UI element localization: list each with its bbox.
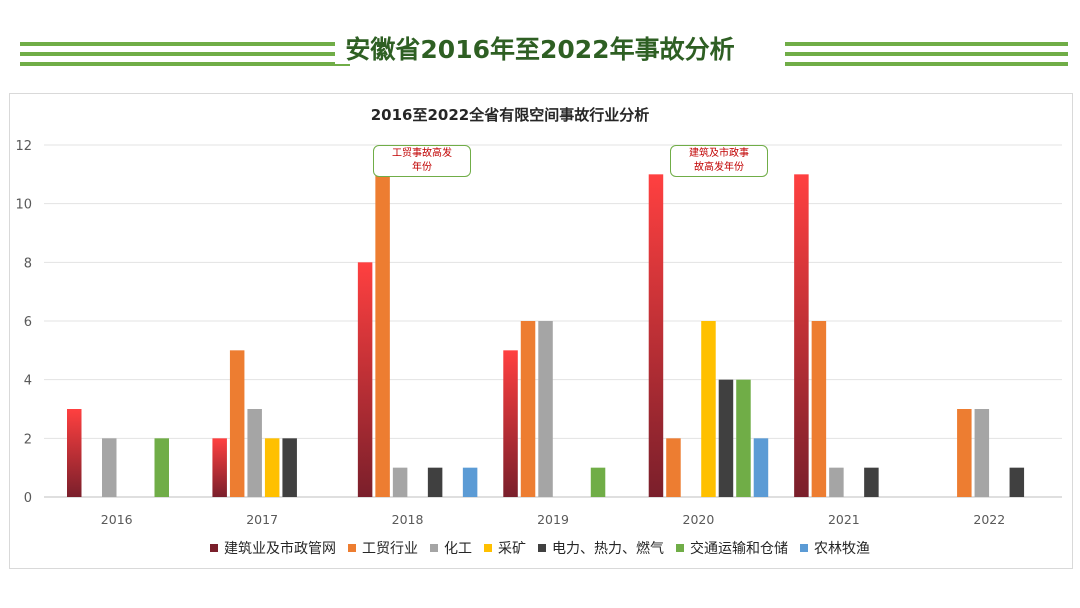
bar-2016-series-0 [67,409,82,497]
bar-2022-series-1 [957,409,972,497]
legend-item: 建筑业及市政管网 [210,538,336,558]
y-tick-label: 0 [24,491,32,506]
legend-swatch [348,544,356,552]
legend-item: 化工 [430,538,472,558]
page-title: 安徽省2016年至2022年事故分析 [0,30,1080,66]
header-stripe [20,62,350,66]
bar-2019-series-5 [590,467,606,497]
header-stripe [785,42,1068,46]
x-tick-label: 2022 [973,512,1005,527]
page-title-text: 安徽省2016年至2022年事故分析 [335,35,745,64]
legend-swatch [430,544,438,552]
bar-2017-series-3 [264,438,280,497]
bar-2018-series-2 [392,467,408,497]
bar-2020-series-5 [736,379,751,497]
bar-2021-series-4 [864,467,879,497]
bar-2020-series-4 [718,379,734,497]
annotation-line: 年份 [412,162,432,173]
chart-title: 2016至2022全省有限空间事故行业分析 [371,106,650,124]
legend-item: 工贸行业 [348,538,418,558]
y-tick-label: 2 [24,432,32,447]
legend-swatch [538,544,546,552]
y-tick-label: 8 [24,256,32,271]
bar-2020-series-3 [701,321,716,497]
bar-2021-series-2 [829,467,844,497]
legend-label: 交通运输和仓储 [690,541,788,557]
bar-2019-series-0 [503,350,518,497]
legend-label: 采矿 [498,541,526,557]
legend-label: 化工 [444,541,472,557]
header-stripe [20,52,350,56]
header-stripe [785,52,1068,56]
header-stripe [20,42,350,46]
chart-legend: 建筑业及市政管网 工贸行业 化工 采矿 电力、热力、燃气 交通运输和仓储 农林牧渔 [0,538,1080,558]
bar-2022-series-2 [974,409,990,497]
legend-label: 电力、热力、燃气 [552,541,664,557]
bar-2022-series-4 [1009,467,1025,497]
bar-2016-series-5 [154,438,169,497]
legend-label: 农林牧渔 [814,541,870,557]
bar-2018-series-0 [357,262,373,497]
bar-2017-series-1 [229,350,245,497]
header-stripe [785,62,1068,66]
annotation-line: 建筑及市政事 [689,148,749,159]
legend-swatch [210,544,218,552]
bar-2019-series-1 [520,321,536,497]
bar-2021-series-0 [794,174,809,498]
bar-2017-series-0 [212,438,227,497]
x-tick-label: 2017 [246,512,278,527]
bar-2020-series-1 [666,438,681,497]
bar-2020-series-6 [753,438,769,497]
y-tick-label: 6 [24,315,32,330]
page-header: 安徽省2016年至2022年事故分析 [0,0,1080,90]
annotation-construction-peak: 建筑及市政事 故高发年份 [670,145,768,177]
legend-swatch [484,544,492,552]
bar-2021-series-1 [811,321,827,497]
x-tick-label: 2016 [101,512,133,527]
x-tick-label: 2020 [683,512,715,527]
legend-label: 建筑业及市政管网 [224,541,336,557]
bar-2018-series-4 [427,467,443,497]
y-tick-label: 10 [15,198,32,213]
legend-item: 采矿 [484,538,526,558]
annotation-line: 故高发年份 [694,162,744,173]
legend-swatch [800,544,808,552]
y-tick-label: 12 [15,139,32,154]
y-tick-label: 4 [24,374,32,389]
bar-2018-series-1 [375,174,390,498]
bar-2020-series-0 [648,174,664,498]
legend-item: 农林牧渔 [800,538,870,558]
legend-item: 交通运输和仓储 [676,538,788,558]
legend-item: 电力、热力、燃气 [538,538,664,558]
bar-2016-series-2 [102,438,117,497]
bar-2018-series-6 [462,467,478,497]
x-tick-label: 2018 [392,512,424,527]
annotation-trade-peak: 工贸事故高发 年份 [373,145,471,177]
bar-2017-series-4 [282,438,297,497]
legend-label: 工贸行业 [362,541,418,557]
annotation-line: 工贸事故高发 [392,148,452,159]
x-tick-label: 2019 [537,512,569,527]
bar-2019-series-2 [538,321,553,497]
legend-swatch [676,544,684,552]
bar-2017-series-2 [247,409,262,497]
x-tick-label: 2021 [828,512,860,527]
